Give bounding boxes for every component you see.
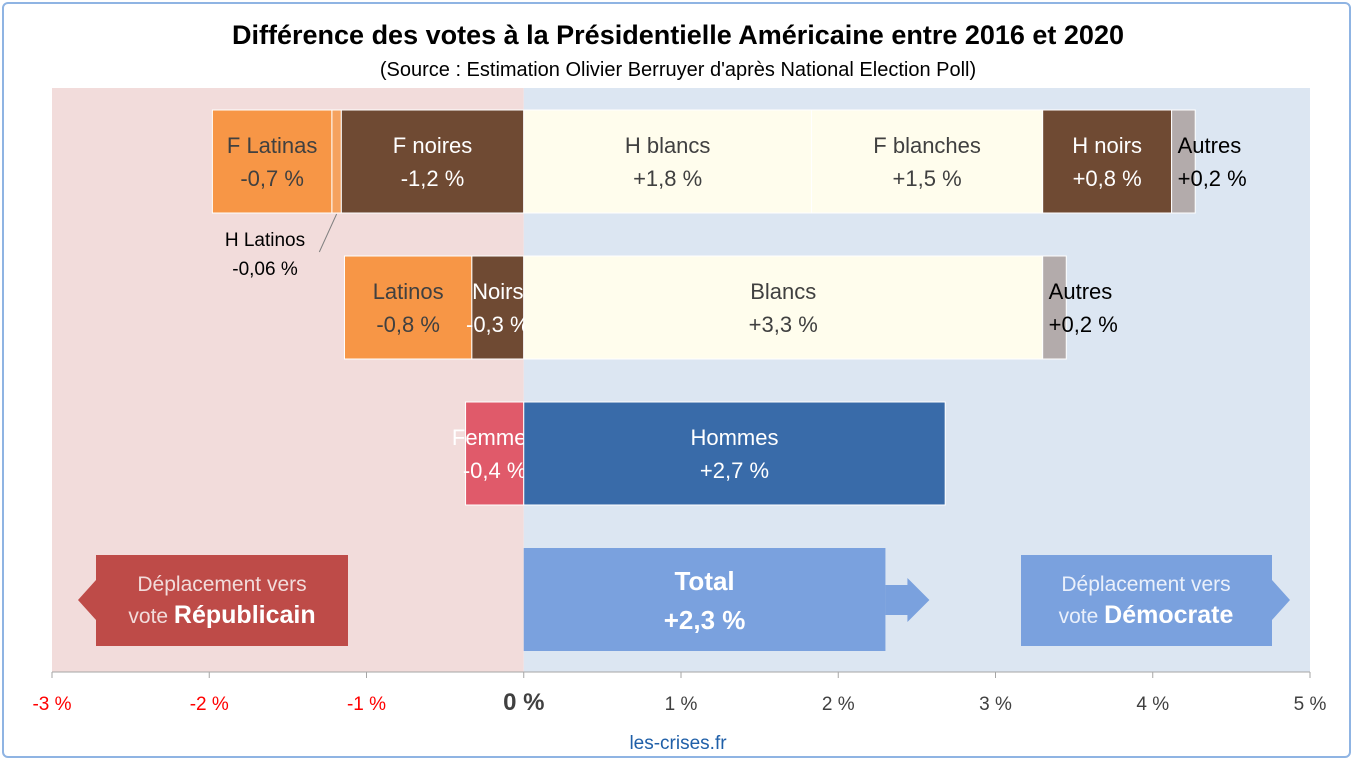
democrat-bold: Démocrate [1104, 601, 1233, 629]
democrat-label-line1: Déplacement vers [1061, 573, 1230, 596]
segment-value: +0,2 % [1178, 166, 1247, 191]
segment-value: +1,5 % [893, 166, 962, 191]
republican-prefix: vote [128, 605, 174, 628]
democrat-arrow [1021, 555, 1290, 646]
bar-segment [523, 109, 813, 214]
bar-segment [465, 401, 525, 506]
bar-segment [523, 255, 1044, 360]
x-tick-label: 4 % [1136, 694, 1169, 715]
callout-leader [318, 213, 338, 253]
democrat-prefix: vote [1059, 605, 1105, 628]
bar-rows: F Latinas -0,7 % F noires -1,2 % H blancs +1,… [211, 109, 1247, 506]
segment-name: H blancs [625, 133, 711, 158]
bar-segment [331, 109, 342, 214]
bar-row: Femmes -0,4 % Hommes +2,7 % [452, 401, 946, 506]
bar-segment [211, 109, 333, 214]
x-tick-label: -1 % [347, 694, 386, 715]
total-title: Total [674, 566, 734, 596]
total-value: +2,3 % [664, 605, 746, 635]
segment-name: F blanches [873, 133, 981, 158]
annotations: H Latinos -0,06 % Déplacement vers vote Rép… [78, 213, 1290, 651]
segment-value: +0,2 % [1049, 312, 1118, 337]
bar-segment [340, 109, 525, 214]
bar-segment [1042, 109, 1173, 214]
segment-name: Latinos [373, 279, 444, 304]
bar-segment [471, 255, 525, 360]
segment-name: F noires [393, 133, 472, 158]
x-tick-label: 5 % [1294, 694, 1327, 715]
chart-subtitle: (Source : Estimation Olivier Berruyer d'… [380, 59, 976, 81]
bar-row: F Latinas -0,7 % F noires -1,2 % H blancs +1,… [211, 109, 1247, 214]
x-tick-label: 1 % [665, 694, 698, 715]
segment-name: Hommes [690, 425, 778, 450]
total-arrow [885, 578, 930, 622]
segment-name: Noirs [472, 279, 523, 304]
total-bar [523, 548, 886, 651]
chart-title: Différence des votes à la Présidentielle… [232, 20, 1124, 50]
segment-value: -0,8 % [376, 312, 440, 337]
x-tick-label: -3 % [32, 694, 71, 715]
segment-name: F Latinas [227, 133, 318, 158]
segment-value: -0,4 % [463, 458, 527, 483]
segment-value: -1,2 % [401, 166, 465, 191]
x-tick-label: 0 % [503, 689, 544, 716]
x-tick-label: 3 % [979, 694, 1012, 715]
democrat-label-line2: vote Démocrate [1059, 601, 1234, 629]
segment-name: Autres [1178, 133, 1242, 158]
segment-value: +0,8 % [1073, 166, 1142, 191]
republican-label-line1: Déplacement vers [137, 573, 306, 596]
republican-arrow [78, 555, 348, 646]
bar-segment [1042, 255, 1067, 360]
segment-value: +3,3 % [749, 312, 818, 337]
republican-label-line2: vote Républicain [128, 601, 315, 629]
segment-name: Femmes [452, 425, 538, 450]
bar-segment [811, 109, 1044, 214]
bar-segment [343, 255, 473, 360]
segment-value: +1,8 % [633, 166, 702, 191]
x-tick-label: -2 % [190, 694, 229, 715]
segment-name: Blancs [750, 279, 816, 304]
segment-name: H noirs [1072, 133, 1142, 158]
segment-value: -0,3 % [466, 312, 530, 337]
x-tick-label: 2 % [822, 694, 855, 715]
x-axis: -3 % -2 % -1 % 0 % 1 % 2 % 3 % 4 % 5 % [32, 671, 1327, 716]
footer-source: les-crises.fr [629, 733, 727, 754]
segment-value: +2,7 % [700, 458, 769, 483]
callout-name: H Latinos [225, 230, 305, 251]
bar-segment [523, 401, 946, 506]
segment-name: Autres [1049, 279, 1113, 304]
segment-value: -0,7 % [240, 166, 304, 191]
callout-value: -0,06 % [232, 259, 298, 280]
republican-bold: Républicain [174, 601, 316, 629]
bar-row: Latinos -0,8 % Noirs -0,3 % Blancs +3,3 % Autr… [343, 255, 1118, 360]
bar-segment [1171, 109, 1196, 214]
